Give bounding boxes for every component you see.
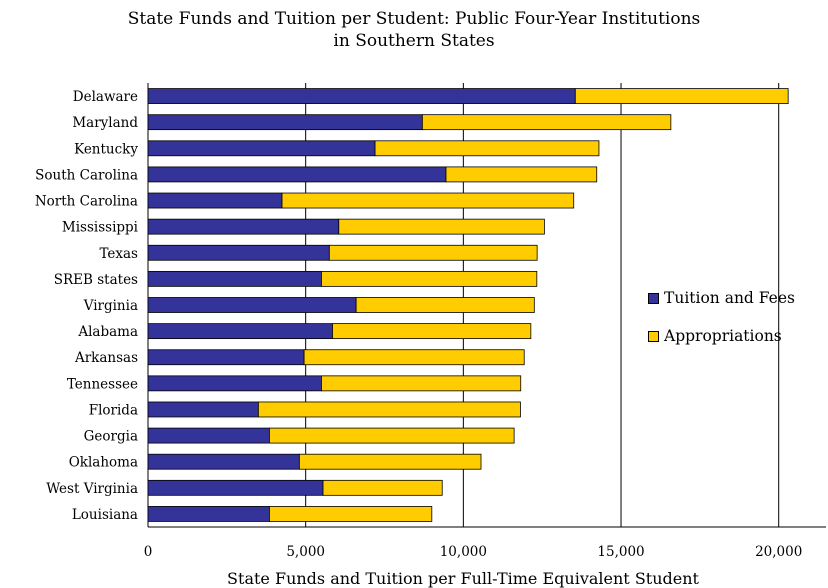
bar-appropriations (338, 218, 545, 235)
bar-tuition (147, 375, 322, 392)
bar-appropriations (322, 479, 443, 496)
bar-tuition (147, 166, 447, 183)
category-label: North Carolina (35, 194, 138, 210)
bar-appropriations (281, 192, 575, 209)
legend-item-tuition: Tuition and Fees (648, 287, 795, 309)
bar-appropriations (303, 349, 525, 366)
x-tick-label: 10,000 (440, 544, 487, 560)
category-label: Oklahoma (69, 455, 138, 471)
category-label: SREB states (54, 272, 138, 288)
category-label: Mississippi (62, 220, 139, 236)
x-tick-label: 20,000 (755, 544, 802, 560)
chart-title-line-1: State Funds and Tuition per Student: Pub… (127, 9, 701, 29)
category-label: Alabama (77, 324, 138, 340)
bar-appropriations (298, 453, 482, 470)
category-label: Maryland (72, 115, 138, 131)
labels-layer: 0 5,000 10,000 15,000 20,000 Delaware Maryland… (35, 89, 802, 560)
bar-tuition (147, 323, 333, 340)
bar-appropriations (445, 166, 598, 183)
bar-tuition (147, 140, 376, 157)
bar-tuition (147, 401, 259, 418)
x-tick-label: 15,000 (597, 544, 644, 560)
category-label: South Carolina (35, 167, 138, 183)
bar-appropriations (574, 88, 789, 104)
chart-title-line-2: in Southern States (333, 31, 495, 51)
category-label: Florida (89, 402, 138, 418)
legend-label-tuition: Tuition and Fees (664, 289, 795, 307)
category-label: Delaware (73, 89, 138, 105)
bar-appropriations (269, 506, 433, 522)
bar-tuition (147, 297, 357, 313)
legend-label-appropriations: Appropriations (664, 327, 782, 345)
category-label: Louisiana (72, 507, 138, 523)
bar-tuition (147, 270, 322, 287)
bar-appropriations (321, 375, 522, 392)
category-label: Arkansas (74, 350, 138, 366)
bar-tuition (147, 349, 305, 366)
category-label: Virginia (83, 298, 138, 314)
x-tick-label: 5,000 (286, 544, 325, 560)
x-axis-title: State Funds and Tuition per Full-Time Eq… (227, 569, 699, 588)
bar-appropriations (328, 244, 538, 261)
bars-layer (147, 88, 789, 522)
category-label: Texas (99, 246, 138, 262)
legend-swatch-tuition (648, 292, 659, 304)
legend-item-appropriations: Appropriations (648, 325, 795, 347)
bar-appropriations (355, 297, 535, 313)
bar-appropriations (257, 401, 521, 418)
bar-tuition (147, 88, 576, 104)
category-label: West Virginia (46, 481, 138, 497)
bar-tuition (147, 479, 324, 496)
x-tick-label: 0 (144, 544, 153, 560)
bar-appropriations (421, 114, 672, 131)
bar-tuition (147, 218, 340, 235)
bar-appropriations (269, 427, 515, 444)
legend: Tuition and Fees Appropriations (648, 287, 795, 363)
category-label: Georgia (84, 429, 138, 445)
bar-appropriations (321, 270, 538, 287)
chart-title: State Funds and Tuition per Student: Pub… (0, 8, 828, 52)
bar-appropriations (374, 140, 600, 157)
bar-tuition (147, 506, 270, 522)
category-label: Tennessee (67, 376, 138, 392)
bar-tuition (147, 453, 300, 470)
legend-swatch-appropriations (648, 330, 659, 342)
bar-tuition (147, 192, 283, 209)
grid-layer (147, 83, 826, 528)
category-label: Kentucky (74, 141, 138, 157)
bar-appropriations (332, 323, 532, 340)
bar-tuition (147, 427, 270, 444)
bar-tuition (147, 244, 330, 261)
bar-tuition (147, 114, 423, 131)
